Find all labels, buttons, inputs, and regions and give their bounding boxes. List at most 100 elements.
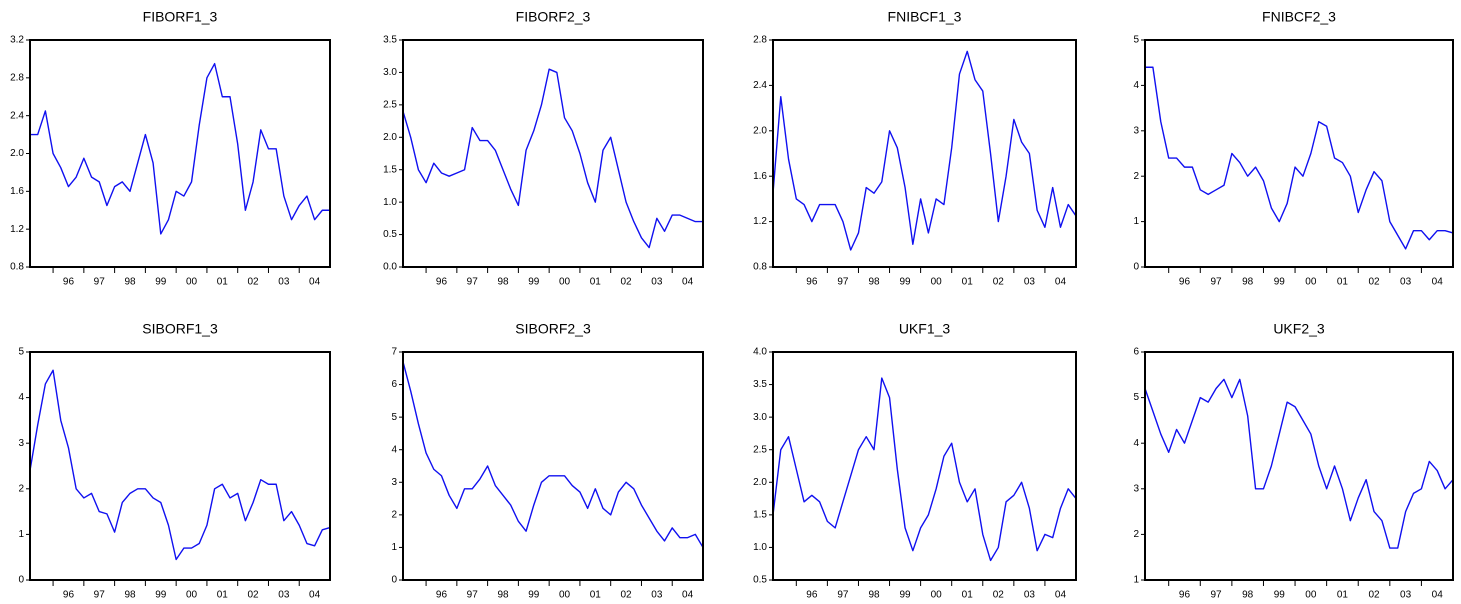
y-tick-label: 0.8 [753,262,767,273]
plot-frame [772,351,1077,581]
x-tick-label: 99 [900,590,912,601]
x-tick-label: 99 [155,590,167,601]
plot-frame [1144,39,1454,268]
x-tick-label: 98 [124,590,136,601]
x-tick-label: 97 [467,277,479,288]
chart-title: FNIBCF2_3 [1262,9,1336,25]
y-tick-label: 1.6 [10,186,24,197]
chart-title: FNIBCF1_3 [888,9,962,25]
y-tick-label: 1 [18,529,24,540]
x-tick-label: 04 [309,277,321,288]
x-tick-label: 98 [868,277,880,288]
x-tick-label: 99 [1274,590,1286,601]
x-tick-label: 04 [1055,277,1067,288]
plot-frame [402,351,704,581]
x-tick-label: 97 [837,277,849,288]
x-tick-label: 97 [94,277,106,288]
data-line [1145,66,1454,250]
x-tick-label: 00 [1305,590,1317,601]
y-tick-label: 3 [18,438,24,449]
y-tick-label: 2 [1133,171,1139,182]
y-tick-label: 0.5 [753,575,767,586]
x-tick-label: 96 [63,277,75,288]
y-tick-label: 0.8 [10,262,24,273]
x-tick-label: 97 [467,590,479,601]
plot-frame [402,39,704,268]
y-tick-label: 3.2 [10,35,24,46]
x-tick-label: 01 [962,277,974,288]
y-tick-label: 1 [1133,575,1139,586]
x-tick-label: 02 [993,277,1005,288]
x-tick-label: 00 [559,590,571,601]
y-tick-label: 0 [1133,262,1139,273]
y-tick-label: 3.5 [753,379,767,390]
y-tick-label: 6 [391,379,397,390]
x-tick-label: 98 [1242,590,1254,601]
x-tick-label: 96 [436,590,448,601]
x-tick-label: 97 [94,590,106,601]
y-tick-label: 2.0 [753,125,767,136]
y-tick-label: 2.0 [753,477,767,488]
y-tick-label: 0 [18,575,24,586]
x-tick-label: 00 [186,590,198,601]
x-tick-label: 01 [1337,590,1349,601]
x-tick-label: 00 [559,277,571,288]
y-tick-label: 4 [1133,80,1139,91]
x-tick-label: 04 [1432,277,1444,288]
y-tick-label: 1.0 [383,197,397,208]
x-tick-label: 01 [217,277,229,288]
y-tick-label: 4 [391,444,397,455]
y-tick-label: 0 [391,575,397,586]
plot-frame [772,39,1077,268]
y-tick-label: 3 [1133,483,1139,494]
data-line [1144,378,1454,549]
x-tick-label: 01 [1337,277,1349,288]
plot-frame [29,39,331,268]
y-tick-label: 2.5 [753,444,767,455]
y-tick-label: 1 [1133,216,1139,227]
y-tick-label: 2.4 [10,110,24,121]
x-tick-label: 02 [248,277,260,288]
x-tick-label: 03 [651,590,663,601]
x-tick-label: 96 [1179,590,1191,601]
y-tick-label: 1 [391,542,397,553]
y-tick-label: 6 [1133,347,1139,358]
y-tick-label: 0.5 [383,229,397,240]
y-tick-label: 1.0 [753,542,767,553]
x-tick-label: 03 [278,277,290,288]
y-tick-label: 3.5 [383,35,397,46]
x-tick-label: 04 [682,590,694,601]
x-tick-label: 04 [682,277,694,288]
x-tick-label: 96 [436,277,448,288]
x-tick-label: 96 [806,277,818,288]
x-tick-label: 97 [1211,590,1223,601]
x-tick-label: 04 [1432,590,1444,601]
x-tick-label: 99 [528,590,540,601]
y-tick-label: 3 [391,477,397,488]
y-tick-label: 4 [18,392,24,403]
x-tick-label: 99 [528,277,540,288]
x-tick-label: 98 [124,277,136,288]
y-tick-label: 1.6 [753,171,767,182]
x-tick-label: 96 [1179,277,1191,288]
y-tick-label: 5 [391,412,397,423]
x-tick-label: 02 [621,277,633,288]
x-tick-label: 99 [1274,277,1286,288]
data-line [402,361,704,548]
x-tick-label: 96 [806,590,818,601]
x-tick-label: 03 [651,277,663,288]
plot-frame [1144,351,1454,581]
y-tick-label: 2.8 [10,72,24,83]
chart-title: FIBORF2_3 [516,9,591,25]
data-line [772,377,1077,562]
data-line [30,62,330,235]
x-tick-label: 99 [900,277,912,288]
chart-title: SIBORF2_3 [515,321,591,337]
y-tick-label: 2.5 [383,99,397,110]
x-tick-label: 04 [309,590,321,601]
data-line [772,50,1077,251]
x-tick-label: 98 [497,590,509,601]
y-tick-label: 1.5 [383,164,397,175]
y-tick-label: 1.2 [10,224,24,235]
